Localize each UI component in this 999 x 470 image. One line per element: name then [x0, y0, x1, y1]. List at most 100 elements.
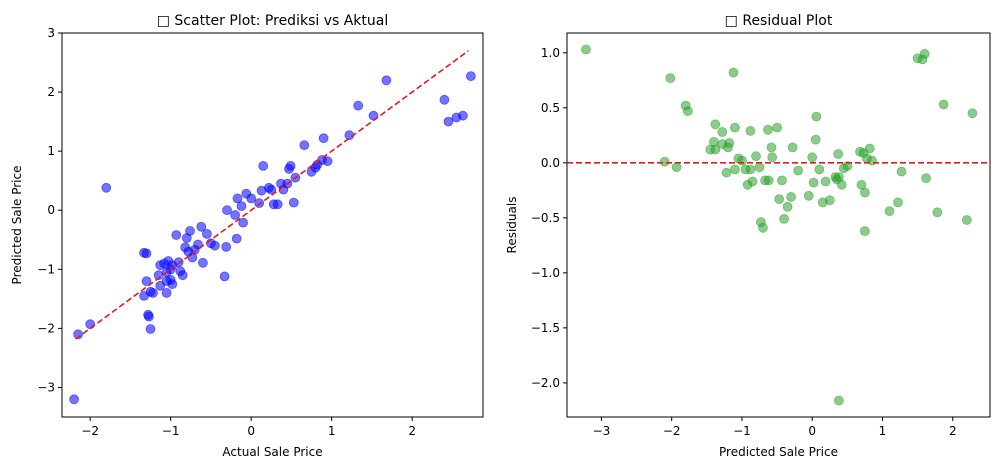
- scatter-point: [779, 213, 789, 224]
- y-tick-label: −1.0: [531, 266, 560, 280]
- y-tick-label: −0.5: [531, 211, 560, 225]
- scatter-point: [167, 279, 178, 290]
- scatter-point: [171, 230, 182, 240]
- scatter-point: [745, 125, 756, 136]
- residual-panel: −3 −2 −1 0 1 2 −2.0 −1.5 −1.0 −0.5 0.0 0.5 1.0 □ Resi…: [505, 13, 991, 459]
- scatter-point: [177, 270, 188, 281]
- scatter-point: [581, 44, 591, 55]
- scatter-point: [967, 108, 978, 119]
- x-axis-label: Predicted Sale Price: [719, 445, 838, 459]
- scatter-point: [322, 156, 333, 167]
- chart-title: □ Scatter Plot: Prediksi vs Aktual: [157, 13, 389, 29]
- scatter-point: [197, 257, 208, 268]
- scatter-point: [258, 160, 269, 171]
- scatter-point: [884, 206, 895, 217]
- scatter-point: [141, 248, 152, 259]
- scatter-panel: −2 −1 0 1 2 −3 −2 −1 0 1 2 3 □ Scatter Plot: Prediks…: [10, 13, 484, 459]
- scatter-point: [834, 395, 844, 406]
- scatter-point: [710, 144, 721, 155]
- scatter-point: [860, 187, 870, 198]
- x-tick-label: 2: [949, 424, 957, 438]
- scatter-point: [782, 201, 793, 212]
- scatter-point: [763, 175, 774, 186]
- scatter-point: [222, 205, 232, 216]
- chart-title: □ Residual Plot: [725, 13, 833, 29]
- scatter-point: [777, 175, 787, 186]
- scatter-point: [787, 142, 798, 153]
- scatter-point: [745, 164, 756, 175]
- scatter-point: [288, 197, 299, 208]
- scatter-point: [737, 155, 747, 166]
- scatter-point: [766, 142, 777, 153]
- x-tick-label: −2: [663, 424, 681, 438]
- scatter-point: [867, 155, 877, 166]
- scatter-point: [683, 106, 693, 116]
- scatter-point: [833, 149, 844, 159]
- scatter-point: [758, 222, 768, 233]
- y-tick-label: −2.0: [531, 376, 560, 390]
- scatter-point: [710, 119, 721, 130]
- scatter-point: [721, 167, 732, 178]
- y-tick-label: −2: [37, 321, 55, 335]
- scatter-point: [730, 164, 740, 175]
- plot-frame: [566, 32, 991, 418]
- points: [581, 44, 978, 406]
- scatter-point: [381, 75, 392, 86]
- scatter-point: [201, 228, 212, 239]
- scatter-point: [893, 197, 903, 208]
- scatter-point: [961, 215, 972, 225]
- y-tick-label: 3: [47, 26, 55, 40]
- scatter-point: [236, 201, 247, 212]
- scatter-point: [717, 127, 728, 137]
- x-tick-label: 2: [408, 424, 416, 438]
- scatter-point: [238, 217, 249, 228]
- scatter-point: [814, 164, 825, 175]
- scatter-point: [173, 257, 184, 268]
- y-tick-label: 0.0: [541, 156, 560, 170]
- x-tick-label: −2: [81, 424, 99, 438]
- y-axis-label: Residuals: [505, 197, 519, 254]
- x-axis-label: Actual Sale Price: [222, 445, 322, 459]
- scatter-point: [793, 165, 804, 176]
- scatter-point: [145, 286, 156, 297]
- scatter-point: [232, 193, 243, 204]
- scatter-point: [747, 176, 758, 187]
- scatter-point: [932, 207, 943, 218]
- scatter-point: [272, 199, 283, 210]
- points: [69, 71, 476, 405]
- scatter-point: [938, 99, 949, 110]
- scatter-point: [85, 319, 96, 330]
- scatter-point: [724, 138, 735, 148]
- scatter-point: [141, 276, 152, 287]
- scatter-point: [443, 116, 454, 127]
- y-tick-label: −3: [37, 380, 55, 394]
- scatter-point: [231, 233, 242, 244]
- x-tick-label: 0: [808, 424, 816, 438]
- x-tick-label: −1: [733, 424, 751, 438]
- scatter-point: [772, 122, 782, 133]
- reference-line: [75, 50, 469, 340]
- y-tick-label: 0.5: [541, 101, 560, 115]
- scatter-point: [209, 240, 220, 251]
- scatter-point: [820, 176, 831, 187]
- scatter-point: [221, 241, 232, 252]
- x-tick-label: −3: [593, 424, 611, 438]
- scatter-point: [219, 271, 230, 282]
- scatter-point: [810, 134, 821, 145]
- scatter-point: [69, 394, 79, 405]
- plot-frame: [61, 32, 484, 418]
- scatter-point: [185, 225, 195, 236]
- scatter-point: [824, 195, 835, 206]
- scatter-point: [665, 73, 676, 83]
- scatter-point: [161, 287, 172, 298]
- scatter-point: [807, 152, 818, 163]
- scatter-point: [246, 193, 257, 204]
- scatter-point: [254, 198, 265, 209]
- scatter-point: [465, 71, 476, 81]
- scatter-point: [101, 182, 112, 193]
- scatter-point: [439, 94, 450, 105]
- scatter-point: [919, 49, 930, 59]
- scatter-point: [803, 190, 814, 201]
- y-tick-label: 1: [47, 144, 55, 158]
